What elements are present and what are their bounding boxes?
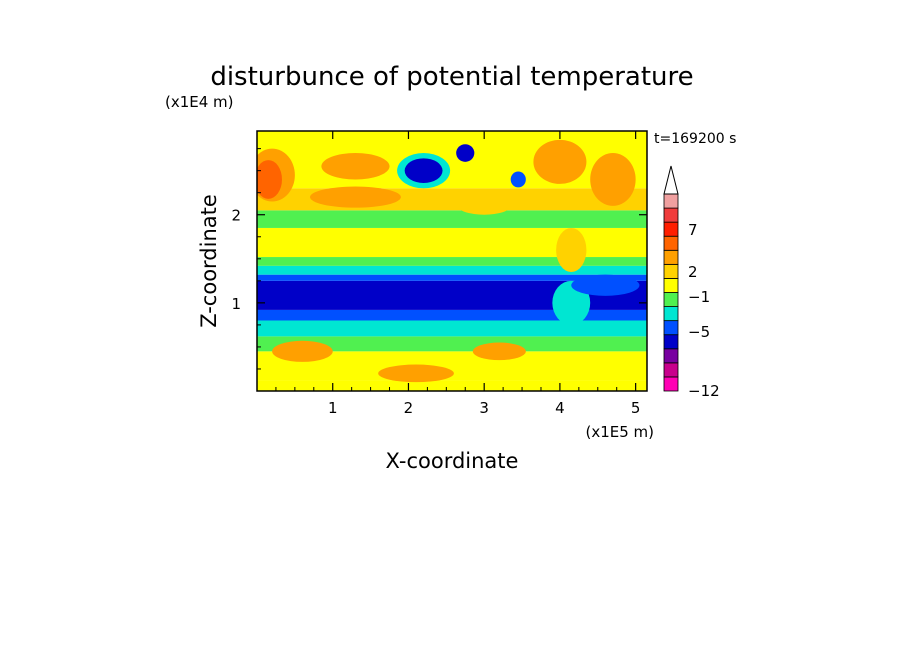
x-tick-label: 3 (479, 399, 489, 417)
colorbar-tick-label: 2 (688, 263, 698, 281)
field-feature-4 (257, 160, 282, 199)
field-feature-15 (571, 274, 640, 296)
plot-area (257, 131, 647, 391)
colorbar-swatch (663, 193, 679, 209)
time-label: t=169200 s (654, 131, 736, 147)
colorbar-labels: 7 2 −1 −5 −12 (688, 221, 720, 400)
field-band-9 (257, 227, 647, 258)
colorbar-swatch (663, 249, 679, 265)
colorbar-swatch (663, 334, 679, 350)
field-feature-0 (404, 158, 443, 183)
field-feature-2 (456, 144, 475, 162)
field-band-7 (257, 265, 647, 275)
field-feature-3 (510, 171, 526, 188)
x-axis-label: X-coordinate (386, 449, 519, 473)
x-unit-label: (x1E5 m) (585, 423, 654, 441)
field-band-8 (257, 257, 647, 266)
field-feature-9 (438, 212, 470, 227)
field-feature-12 (472, 342, 526, 361)
y-axis-label: Z-coordinate (197, 194, 221, 328)
field-band-0 (257, 380, 647, 391)
plot-frame (256, 130, 648, 392)
colorbar-swatch (663, 320, 679, 336)
x-tick-label: 5 (631, 399, 641, 417)
field-feature-13 (533, 139, 587, 184)
field-band-4 (257, 309, 647, 321)
colorbar-swatch (663, 221, 679, 237)
field-feature-17 (556, 227, 587, 273)
field-band-12 (257, 131, 647, 189)
field-band-2 (257, 336, 647, 352)
y-unit-label: (x1E4 m) (165, 93, 234, 111)
colorbar (663, 165, 679, 392)
colorbar-swatch (663, 306, 679, 322)
colorbar-tick-label: −1 (688, 288, 710, 306)
y-tick-label: 1 (231, 295, 241, 313)
x-tick-label: 1 (328, 399, 338, 417)
field-feature-11 (378, 364, 454, 383)
y-tick-label: 2 (231, 207, 241, 225)
colorbar-swatch (663, 207, 679, 223)
colorbar-swatch (663, 376, 679, 392)
colorbar-extension-arrow (663, 165, 679, 195)
field-feature-10 (272, 340, 333, 362)
field-feature-14 (590, 153, 636, 206)
colorbar-swatch (663, 292, 679, 307)
colorbar-swatch (663, 278, 679, 293)
field-band-6 (257, 274, 647, 281)
x-tick-label: 4 (555, 399, 565, 417)
field-feature-8 (457, 197, 511, 215)
colorbar-swatch (663, 348, 679, 364)
field-band-3 (257, 320, 647, 337)
colorbar-tick-label: 7 (688, 221, 698, 239)
field-feature-7 (310, 186, 401, 208)
colorbar-swatch (663, 362, 679, 378)
colorbar-tick-label: −12 (688, 382, 720, 400)
chart-title: disturbunce of potential temperature (210, 62, 693, 92)
y-axis-ticks: 12 (231, 148, 647, 370)
colorbar-tick-label: −5 (688, 323, 710, 341)
colorbar-swatch (663, 263, 679, 279)
x-tick-label: 2 (404, 399, 414, 417)
x-axis-ticks: 1 2 3 4 5 (275, 131, 641, 417)
field-feature-6 (321, 153, 390, 180)
colorbar-swatch (663, 235, 679, 251)
